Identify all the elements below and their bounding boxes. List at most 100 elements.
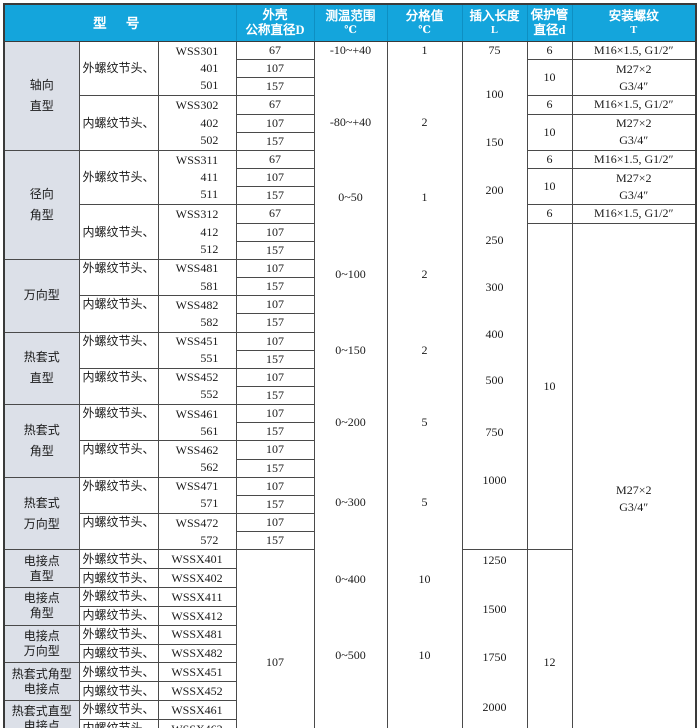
model-cell: WSS481 581	[157, 258, 237, 297]
spec-table: 型 号 外壳 公称直径D 测温范围 ℃ 分格值 ℃ 插入长度 L	[3, 3, 697, 728]
connector-label: 内螺纹节头、	[82, 442, 155, 457]
text-line: M27×2	[616, 483, 652, 498]
shell-diameter-cell: 67	[235, 204, 315, 224]
insert-length-value: 500	[485, 373, 504, 387]
header-line: 直径d	[533, 23, 566, 37]
model-cell: WSSX481	[157, 624, 237, 645]
header-temp-range: 测温范围 ℃	[313, 4, 387, 42]
tube-diameter-cell: 10	[526, 222, 573, 551]
connector-label: 外螺纹节头、	[82, 61, 155, 76]
text-line: WSS452	[175, 370, 219, 385]
text-line: WSS311	[175, 152, 219, 167]
connector-label: 内螺纹节头、	[82, 224, 155, 239]
temp-range-value: 0~100	[335, 267, 366, 281]
text-line: G3/4″	[619, 500, 649, 515]
model-cell: WSS451 551	[157, 331, 237, 369]
text-line: 热套式	[23, 350, 60, 365]
connector-type-cell: 外螺纹节头、	[78, 258, 159, 297]
table-row: 157	[4, 186, 696, 206]
model-cell: WSSX412	[157, 605, 237, 626]
division-value: 10	[418, 572, 431, 586]
text-line: 直型	[29, 371, 54, 386]
table-header: 型 号 外壳 公称直径D 测温范围 ℃ 分格值 ℃ 插入长度 L	[4, 4, 696, 42]
shell-diameter-cell: 157	[235, 277, 315, 297]
temp-range-value: 0~150	[335, 343, 366, 357]
shell-diameter-cell: 107	[235, 113, 315, 133]
table-row: 157	[4, 531, 696, 551]
text-line: 热套式角型	[11, 666, 72, 681]
table-row: 热套式 直型 外螺纹节头、 WSS451 551 107	[3, 331, 696, 406]
shell-diameter-cell: 107	[235, 295, 315, 315]
text-line: WSSX412	[171, 608, 223, 623]
table-row: 内螺纹节头、 WSS472 572 107	[4, 513, 696, 551]
connector-label: 内螺纹节头、	[82, 515, 155, 530]
text-line: WSSX481	[171, 627, 223, 642]
text-line: 热套式	[23, 422, 60, 437]
text-line: 热套式	[23, 495, 60, 510]
temp-range-value: 0~500	[335, 648, 366, 662]
table-row: 157	[4, 422, 696, 442]
tube-diameter-cell: 10	[526, 168, 573, 206]
table-row: 157	[4, 131, 696, 151]
text-line: WSS481	[175, 261, 219, 276]
text-line: M27×2	[616, 116, 652, 131]
model-cell: WSS312 412 512	[157, 204, 237, 260]
table-row: 157	[4, 277, 696, 297]
table-row: 电接点 角型 外螺纹节头、 WSSX411	[3, 587, 696, 626]
connector-label: 内螺纹节头、	[82, 369, 155, 384]
thread-cell: M27×2 G3/4″	[571, 113, 697, 151]
connector-label: 内螺纹节头、	[82, 683, 155, 698]
connector-type-cell: 外螺纹节头、	[78, 149, 159, 206]
header-line: 公称直径D	[245, 23, 305, 37]
text-line: 角型	[29, 207, 54, 222]
text-line: 401	[200, 61, 219, 76]
model-cell: WSSX451	[157, 662, 237, 683]
table-row: 万向型 外螺纹节头、 WSS481 581 107	[3, 258, 696, 333]
connector-label: 外螺纹节头、	[82, 589, 155, 604]
shell-diameter-cell: 157	[235, 494, 315, 515]
text-line: WSS482	[175, 297, 219, 312]
shell-diameter-cell: 107	[235, 258, 315, 279]
group-cell: 热套式 直型	[3, 331, 80, 406]
shell-diameter-cell: 157	[235, 458, 315, 478]
table-row: 内螺纹节头、 WSSX452	[4, 681, 696, 701]
text-line: WSS301	[175, 44, 219, 58]
text-line: M16×1.5, G1/2″	[594, 151, 674, 166]
insert-length-value: 1750	[482, 650, 507, 665]
shell-diameter-cell: 157	[235, 77, 315, 97]
text-line: WSSX462	[171, 721, 222, 728]
shell-diameter-cell: 157	[235, 422, 315, 442]
model-cell: WSSX461	[157, 700, 237, 720]
model-cell: WSS302 402 502	[157, 95, 237, 151]
connector-type-cell: 内螺纹节头、	[78, 95, 159, 151]
text-line: WSSX461	[171, 702, 223, 717]
temp-range-value: -80~+40	[329, 115, 372, 129]
text-line: G3/4″	[619, 78, 649, 93]
shell-diameter-cell: 157	[235, 240, 315, 260]
connector-label: 外螺纹节头、	[82, 333, 155, 348]
header-division-value: 分格值 ℃	[386, 4, 462, 42]
model-cell: WSSX462	[157, 718, 237, 728]
text-line: 572	[200, 532, 219, 547]
insert-length-value: 150	[485, 135, 504, 149]
connector-type-cell: 外螺纹节头、	[78, 404, 159, 442]
text-line: 电接点	[23, 591, 60, 606]
insert-length-value: 750	[485, 425, 504, 439]
connector-type-cell: 外螺纹节头、	[78, 331, 159, 369]
model-cell: WSS452 552	[157, 367, 237, 406]
text-line: 直型	[29, 98, 54, 113]
text-line: WSSX402	[171, 570, 223, 585]
connector-type-cell: 内螺纹节头、	[78, 568, 159, 589]
table-row: 内螺纹节头、 WSSX462	[4, 718, 696, 728]
connector-label: 外螺纹节头、	[82, 551, 155, 566]
table-row: 157	[4, 458, 696, 478]
connector-type-cell: 外螺纹节头、	[78, 624, 159, 645]
shell-diameter-cell: 107	[235, 440, 315, 460]
division-value: 2	[421, 343, 428, 357]
shell-diameter-cell: 107	[235, 476, 315, 496]
text-line: 402	[200, 115, 219, 130]
shell-diameter-cell: 67	[235, 149, 315, 170]
thread-cell: M16×1.5, G1/2″	[571, 204, 697, 224]
division-value: 5	[421, 415, 428, 429]
